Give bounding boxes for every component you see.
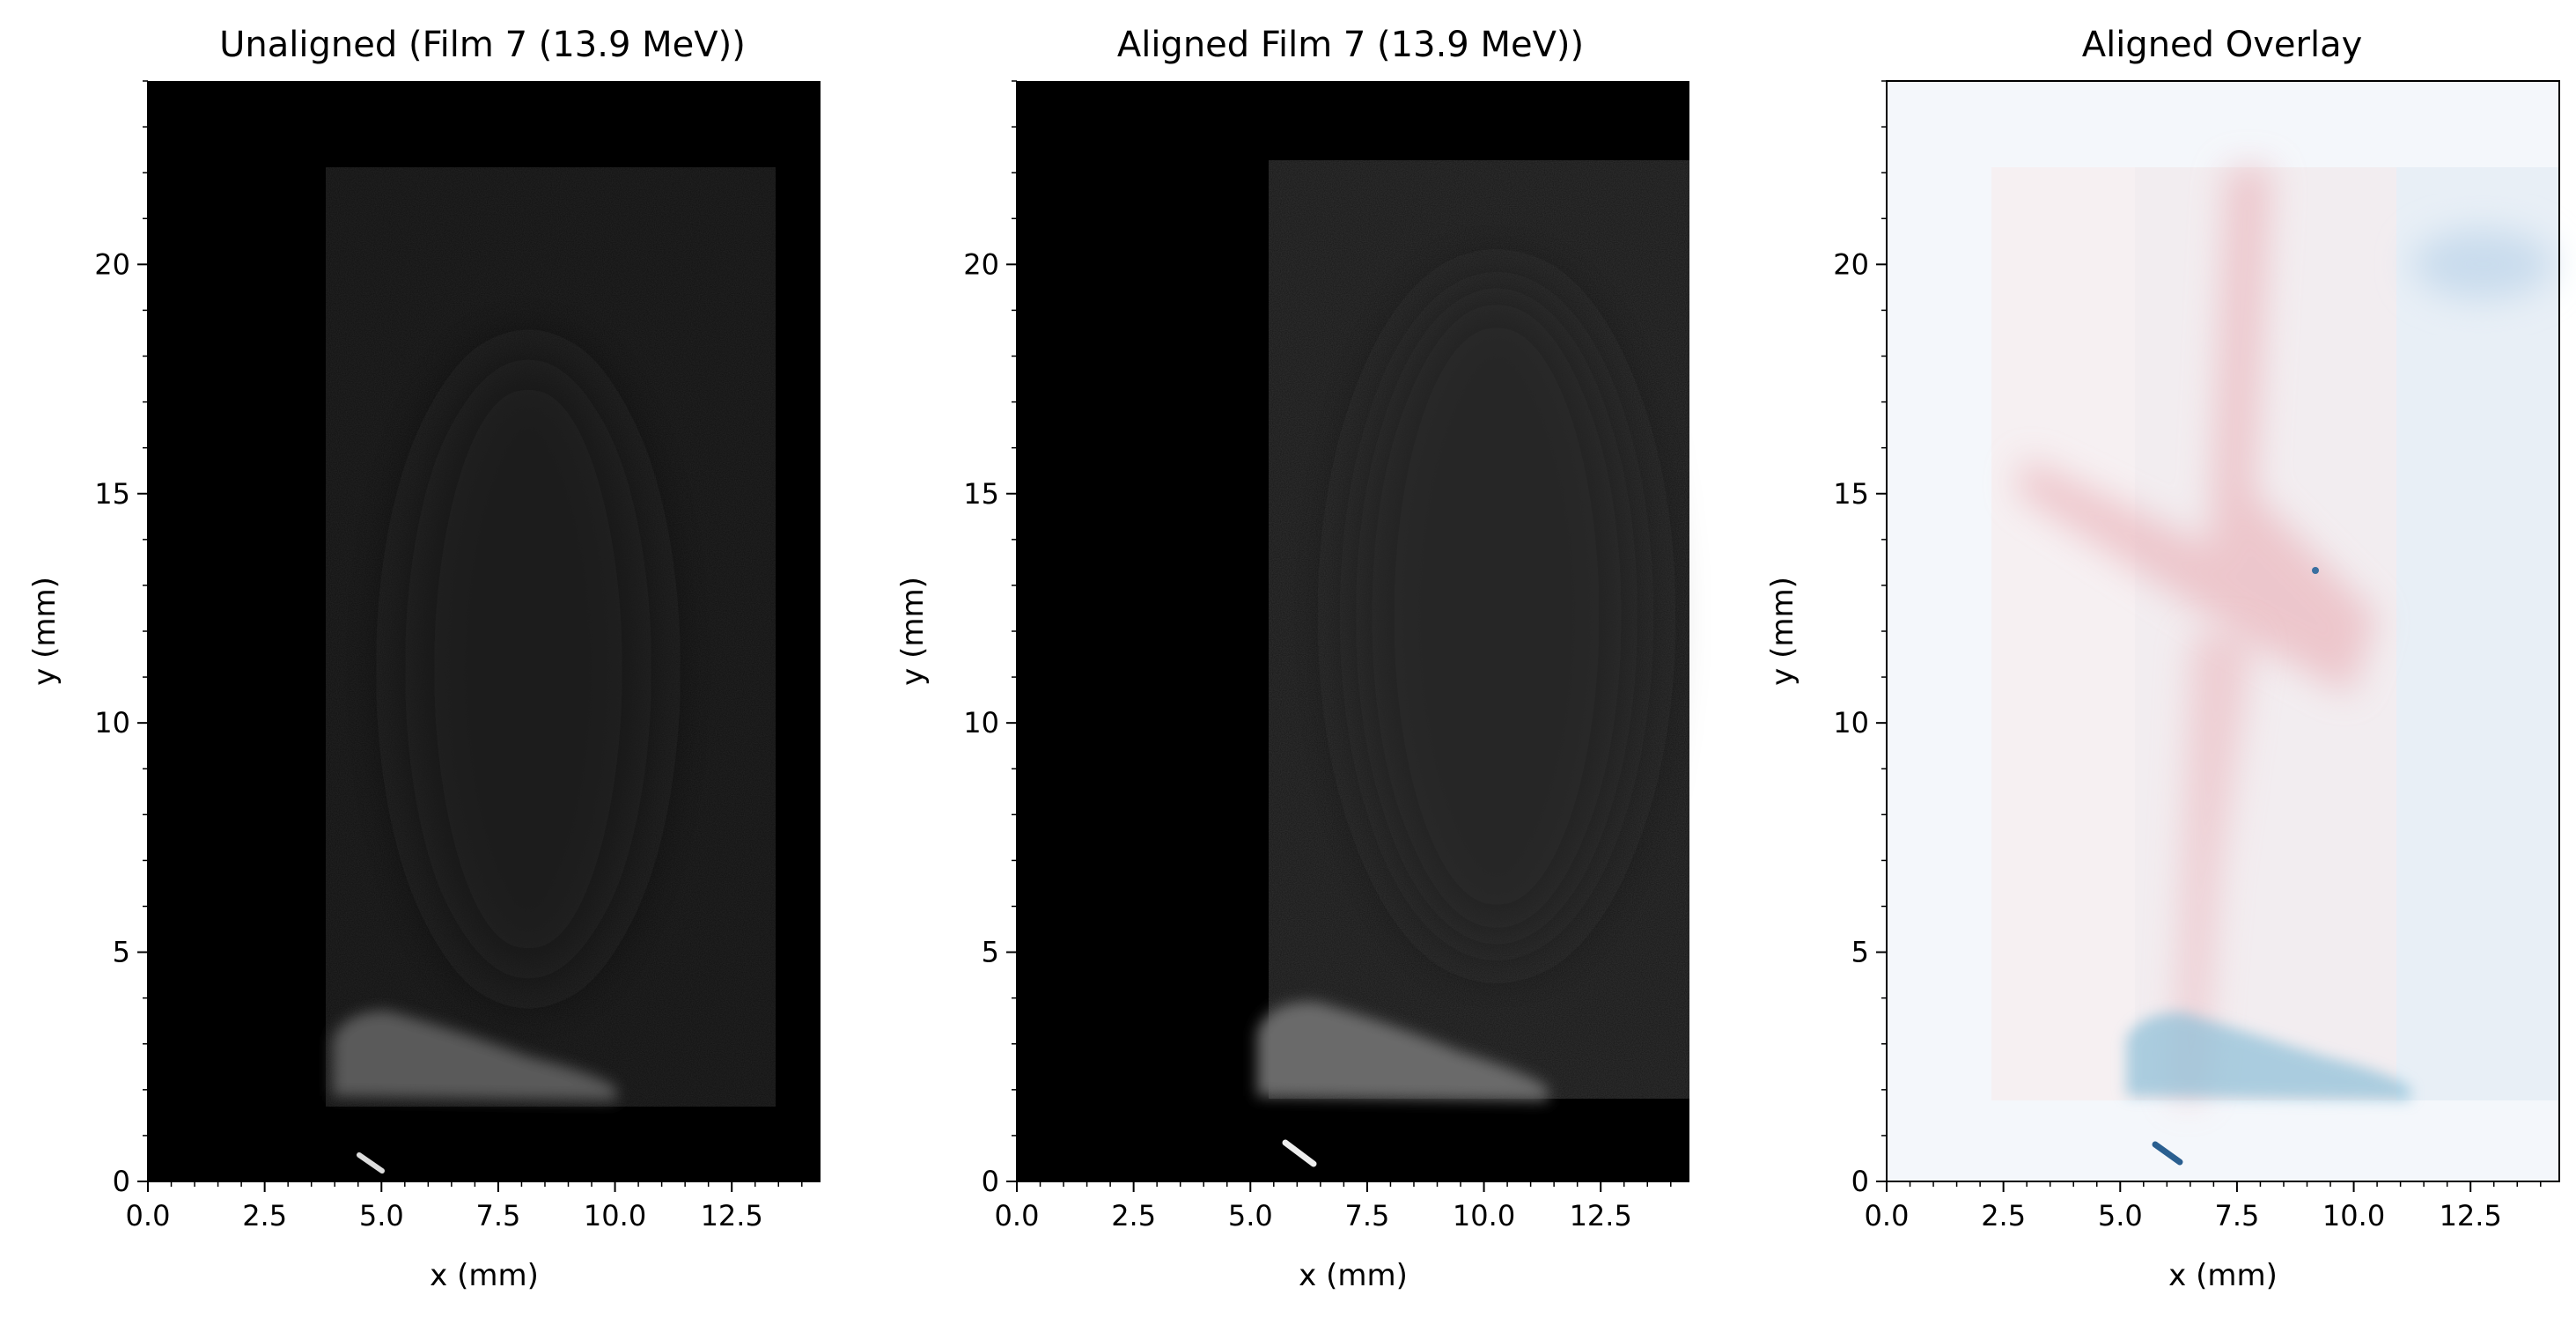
- y-tick-label: 5: [1851, 936, 1869, 969]
- x-axis-label: x (mm): [1299, 1258, 1408, 1293]
- red-diagonal-band: [2016, 167, 2377, 695]
- red-lower-band: [2175, 634, 2254, 1100]
- x-tick-label: 12.5: [701, 1199, 763, 1232]
- x-axis-label: x (mm): [430, 1258, 539, 1293]
- y-tick-label: 10: [963, 706, 999, 739]
- y-tick-label: 0: [982, 1165, 999, 1198]
- y-tick-label: 15: [963, 477, 999, 511]
- blue-bright-region: [2126, 1012, 2410, 1100]
- heatmap-image: [1017, 81, 1689, 1181]
- x-tick-label: 0.0: [1865, 1199, 1910, 1232]
- y-axis-label: y (mm): [895, 577, 931, 686]
- panel-aligned: Aligned Film 7 (13.9 MeV)) x (mm) y (mm): [895, 25, 1689, 1293]
- panel-title: Aligned Film 7 (13.9 MeV)): [1117, 25, 1584, 65]
- scratch-mark: [357, 1152, 385, 1174]
- panel-title: Unaligned (Film 7 (13.9 MeV)): [219, 25, 746, 65]
- heatmap-image: [1887, 81, 2559, 1181]
- x-tick-label: 2.5: [1981, 1199, 2026, 1232]
- x-tick-label: 5.0: [2098, 1199, 2143, 1232]
- y-tick-label: 0: [113, 1165, 130, 1198]
- y-tick-label: 15: [94, 477, 130, 511]
- x-tick-label: 2.5: [1111, 1199, 1156, 1232]
- x-tick-label: 7.5: [1344, 1199, 1389, 1232]
- x-tick-label: 5.0: [359, 1199, 404, 1232]
- y-tick-label: 10: [1833, 706, 1869, 739]
- x-tick-label: 12.5: [1570, 1199, 1632, 1232]
- x-tick-label: 0.0: [995, 1199, 1040, 1232]
- x-tick-label: 10.0: [2322, 1199, 2385, 1232]
- diffuse-glow: [1356, 282, 1638, 951]
- panel-unaligned: Unaligned (Film 7 (13.9 MeV)) x (mm) y (…: [27, 25, 821, 1293]
- bright-region: [333, 1011, 616, 1100]
- scratch-mark: [2152, 1141, 2183, 1166]
- x-tick-label: 0.0: [126, 1199, 171, 1232]
- y-tick-label: 20: [963, 247, 999, 281]
- y-tick-label: 20: [1833, 247, 1869, 281]
- x-tick-label: 2.5: [242, 1199, 287, 1232]
- y-tick-label: 10: [94, 706, 130, 739]
- x-tick-label: 12.5: [2440, 1199, 2502, 1232]
- dot-mark: [2312, 567, 2319, 574]
- y-tick-label: 0: [1851, 1165, 1869, 1198]
- diffuse-glow: [405, 352, 651, 986]
- panel-overlay: Aligned Overlay x (mm) y (mm): [1765, 25, 2560, 1293]
- y-axis-label: y (mm): [27, 577, 63, 686]
- bright-region: [1257, 1001, 1548, 1100]
- x-tick-label: 7.5: [475, 1199, 520, 1232]
- panel-title: Aligned Overlay: [2082, 25, 2363, 65]
- x-tick-label: 5.0: [1228, 1199, 1273, 1232]
- y-tick-label: 20: [94, 247, 130, 281]
- heatmap-image: [148, 81, 821, 1181]
- x-axis-label: x (mm): [2168, 1258, 2278, 1293]
- y-tick-label: 15: [1833, 477, 1869, 511]
- x-tick-label: 10.0: [584, 1199, 646, 1232]
- x-tick-label: 10.0: [1453, 1199, 1515, 1232]
- blue-faint-streak: [2412, 229, 2553, 299]
- y-axis-label: y (mm): [1765, 577, 1800, 686]
- scratch-mark: [1282, 1139, 1317, 1167]
- y-tick-label: 5: [982, 936, 999, 969]
- x-tick-label: 7.5: [2214, 1199, 2259, 1232]
- y-tick-label: 5: [113, 936, 130, 969]
- ticks-layer: 0.0 2.5 5.0 7.5 10.0 12.5 0 5 10 15 20 0.0 2.5 5.0 7.5…: [94, 80, 2542, 1232]
